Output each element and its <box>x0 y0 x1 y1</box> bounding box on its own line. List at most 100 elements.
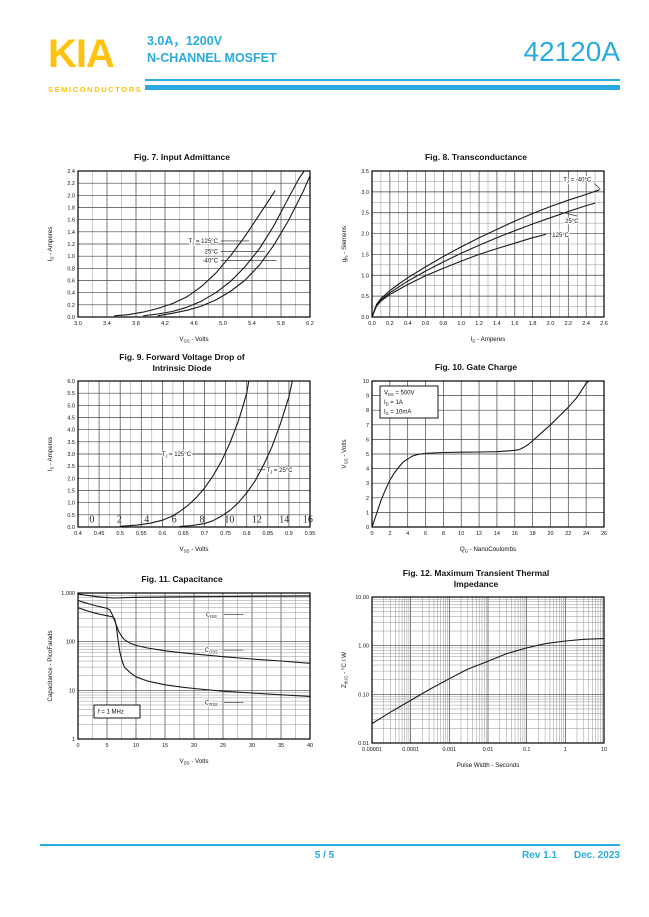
svg-text:2.4: 2.4 <box>582 321 590 327</box>
svg-text:6: 6 <box>172 515 177 526</box>
svg-text:1.8: 1.8 <box>67 205 75 211</box>
svg-text:7: 7 <box>366 422 369 428</box>
y-axis-label: IS - Amperes <box>47 437 55 471</box>
svg-text:VDS = 500V: VDS = 500V <box>384 390 415 397</box>
y-axis-label: gfs - Siemens <box>341 225 349 261</box>
plot-frame <box>77 169 311 318</box>
svg-text:100: 100 <box>66 639 75 645</box>
series-curves <box>77 592 311 697</box>
svg-text:4: 4 <box>366 466 369 472</box>
device-type: N-CHANNEL MOSFET <box>147 51 277 65</box>
svg-text:0.001: 0.001 <box>442 747 456 753</box>
svg-text:18: 18 <box>530 531 536 537</box>
svg-text:0.55: 0.55 <box>136 531 147 537</box>
plot-frame <box>371 169 605 318</box>
svg-text:3: 3 <box>366 481 369 487</box>
svg-text:0.6: 0.6 <box>422 321 430 327</box>
svg-text:3.4: 3.4 <box>103 321 111 327</box>
figure-title: Fig. 10. Gate Charge <box>434 362 518 372</box>
figure-transconductance: Fig. 8. Transconductance TJ = -40°C 25°C 1… <box>338 152 614 343</box>
figure-transient-thermal-impedance: Fig. 12. Maximum Transient Thermal Imped… <box>338 568 614 769</box>
svg-text:CRSS: CRSS <box>205 700 218 707</box>
curve-coss <box>77 599 311 664</box>
svg-text:-40°C: -40°C <box>203 258 219 264</box>
y-axis-label: VGS - Volts <box>341 439 349 468</box>
svg-text:0.0: 0.0 <box>67 315 75 321</box>
device-spec: 3.0A，1200V N-CHANNEL MOSFET <box>147 33 277 67</box>
curve-ciss <box>77 592 311 599</box>
curve-labels: CISS COSS CRSS <box>204 611 244 708</box>
series-curves <box>114 170 311 316</box>
axis-ticks: 0.00001 0.0001 0.001 0.01 0.1 1 10 0.01 0.10 1.00… <box>355 595 607 753</box>
svg-text:f = 1 MHz: f = 1 MHz <box>98 709 124 715</box>
svg-text:12: 12 <box>252 515 262 526</box>
header-rule-thin <box>145 79 620 81</box>
svg-text:24: 24 <box>583 531 589 537</box>
svg-text:0.0001: 0.0001 <box>402 747 419 753</box>
svg-text:2.2: 2.2 <box>564 321 572 327</box>
header-rule-thick <box>145 85 620 90</box>
transconductance-chart: TJ = -40°C 25°C 125°C 0.0 0.2 0.4 0.6 0.8 1.0 1.2… <box>341 169 608 343</box>
svg-text:4.0: 4.0 <box>67 428 75 434</box>
svg-text:0.6: 0.6 <box>159 531 167 537</box>
svg-text:0.45: 0.45 <box>94 531 105 537</box>
axis-ticks: 0.0 0.2 0.4 0.6 0.8 1.0 1.2 1.4 1.6 1.8 2.0 2.2 2.4 2… <box>361 169 607 327</box>
svg-text:14: 14 <box>494 531 500 537</box>
series-curves <box>371 638 605 725</box>
plot-frame <box>371 379 605 528</box>
svg-text:40: 40 <box>307 743 313 749</box>
curve-labels: TJ = 125°C TJ = 25°C <box>161 451 295 476</box>
svg-text:10.00: 10.00 <box>355 595 369 601</box>
curve-tj-125c <box>371 233 547 317</box>
svg-text:2: 2 <box>388 531 391 537</box>
svg-text:0.0: 0.0 <box>368 321 376 327</box>
svg-text:0.95: 0.95 <box>305 531 316 537</box>
svg-text:1.4: 1.4 <box>67 229 75 235</box>
conditions-inset: VDS = 500V ID = 1A IG = 10mA <box>379 385 439 418</box>
conditions-inset: f = 1 MHz <box>93 704 141 718</box>
series-curves <box>371 188 600 317</box>
axis-ticks: 0.4 0.45 0.5 0.55 0.6 0.65 0.7 0.75 0.8 0.85 0.9 0.… <box>67 379 315 537</box>
svg-text:16: 16 <box>512 531 518 537</box>
svg-text:1.00: 1.00 <box>358 644 369 650</box>
grid <box>371 170 605 317</box>
figure-title-line2: Intrinsic Diode <box>152 362 212 373</box>
svg-text:1.0: 1.0 <box>67 254 75 260</box>
svg-text:0.9: 0.9 <box>285 531 293 537</box>
svg-text:0.75: 0.75 <box>220 531 231 537</box>
svg-text:4.6: 4.6 <box>190 321 198 327</box>
svg-text:TJ = -40°C: TJ = -40°C <box>563 177 592 184</box>
svg-text:15: 15 <box>162 743 168 749</box>
svg-text:0.5: 0.5 <box>67 513 75 519</box>
footer-rule <box>40 844 620 846</box>
svg-text:3.5: 3.5 <box>361 169 369 175</box>
svg-text:0.8: 0.8 <box>440 321 448 327</box>
svg-text:0.1: 0.1 <box>523 747 531 753</box>
svg-text:2: 2 <box>366 495 369 501</box>
series-curves <box>120 380 293 528</box>
figure-title: Fig. 7. Input Admittance <box>133 152 231 162</box>
svg-text:1.0: 1.0 <box>457 321 465 327</box>
axis-ticks: 0 5 10 15 20 25 30 35 40 1 10 100 1,000 <box>61 591 313 749</box>
svg-text:8: 8 <box>366 408 369 414</box>
svg-text:0.4: 0.4 <box>74 531 82 537</box>
svg-text:1.8: 1.8 <box>529 321 537 327</box>
svg-text:1.5: 1.5 <box>361 252 369 258</box>
svg-text:0.00001: 0.00001 <box>362 747 382 753</box>
plot-frame <box>77 380 311 528</box>
svg-text:2.6: 2.6 <box>600 321 608 327</box>
x-axis-label: VGS - Volts <box>179 336 208 343</box>
svg-text:IG = 10mA: IG = 10mA <box>384 409 411 416</box>
svg-text:6.0: 6.0 <box>67 379 75 385</box>
svg-text:5.0: 5.0 <box>219 321 227 327</box>
svg-text:5: 5 <box>366 452 369 458</box>
svg-text:125°C: 125°C <box>552 232 569 238</box>
svg-text:5.5: 5.5 <box>67 391 75 397</box>
y-axis-label: ZthJC - °C / W <box>341 652 349 688</box>
svg-text:6.2: 6.2 <box>306 321 314 327</box>
thermal-impedance-chart: 0.00001 0.0001 0.001 0.01 0.1 1 10 0.01 0.10 1.00… <box>341 595 607 769</box>
svg-text:10: 10 <box>363 379 369 385</box>
svg-text:CISS: CISS <box>206 612 217 619</box>
brand-logo-text: KIA <box>48 32 115 76</box>
